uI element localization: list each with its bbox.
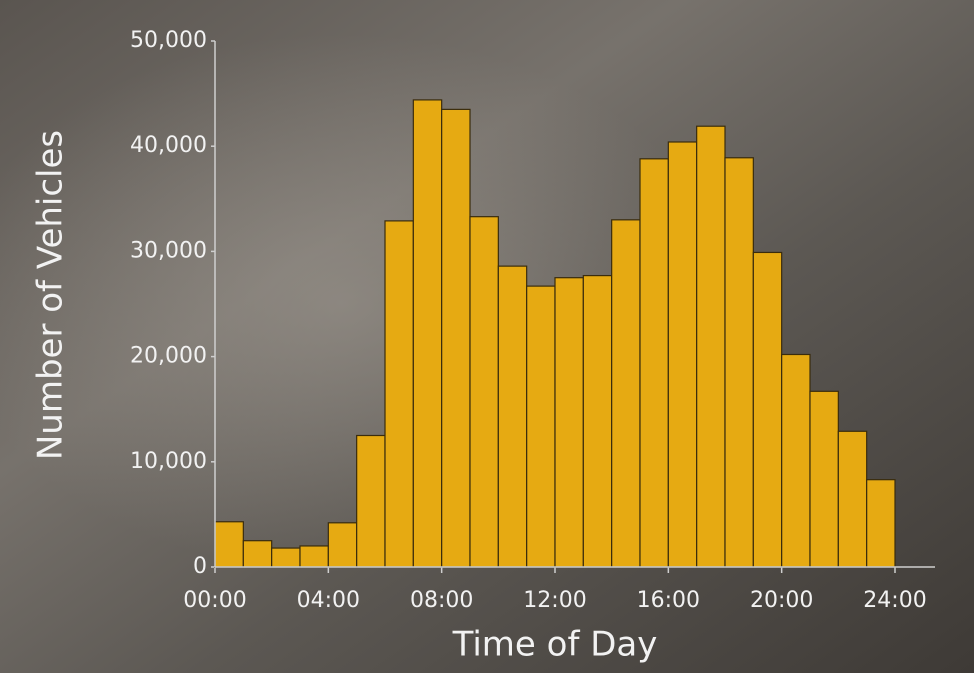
bar [838,431,866,567]
y-tick-label: 30,000 [130,238,207,263]
bar [612,220,640,567]
bar [243,541,271,567]
bar [385,221,413,567]
bar [470,217,498,567]
bar [328,523,356,567]
bar [583,276,611,567]
bar [697,126,725,567]
x-tick-label: 24:00 [863,588,926,613]
y-tick-label: 10,000 [130,449,207,474]
bar [867,480,895,567]
y-tick-label: 0 [193,554,207,579]
y-axis-title: Number of Vehicles [31,130,71,460]
x-tick-label: 20:00 [750,588,813,613]
x-tick-label: 04:00 [297,588,360,613]
y-tick-label: 40,000 [130,133,207,158]
bar [640,159,668,567]
bar [527,286,555,567]
bar [782,354,810,567]
bar [810,391,838,567]
bar [413,100,441,567]
bar [272,548,300,567]
chart: 0 10,000 20,000 30,000 40,000 50,000 00:00 04:0… [0,0,974,673]
x-tick-label: 12:00 [523,588,586,613]
bar [725,158,753,567]
bar [753,252,781,567]
x-tick-label: 00:00 [183,588,246,613]
bar [668,142,696,567]
bar [357,436,385,568]
x-axis-title: Time of Day [452,625,658,665]
x-tick-label: 16:00 [637,588,700,613]
bar [215,522,243,567]
bar [300,546,328,567]
bar [498,266,526,567]
bar [555,278,583,567]
bar [442,109,470,567]
y-tick-label: 50,000 [130,28,207,53]
y-tick-label: 20,000 [130,344,207,369]
x-tick-label: 08:00 [410,588,473,613]
